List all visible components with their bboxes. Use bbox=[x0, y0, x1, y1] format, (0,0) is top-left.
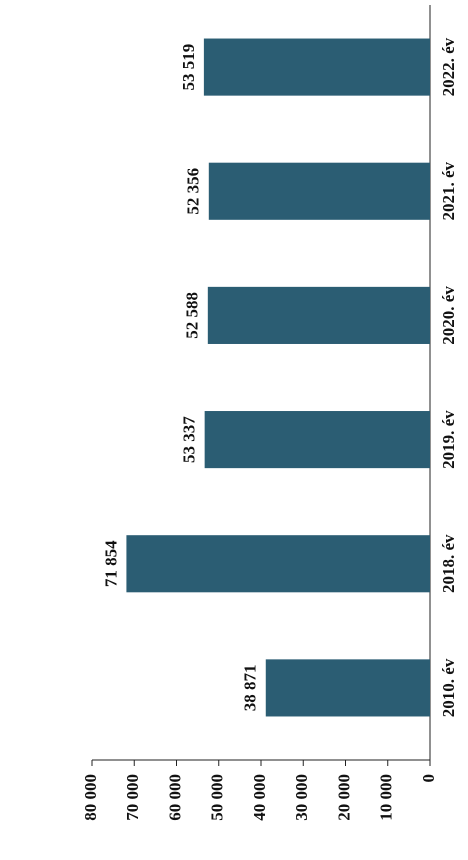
data-label: 53 337 bbox=[180, 416, 199, 463]
bar bbox=[203, 38, 430, 96]
y-tick-label: 60 000 bbox=[165, 774, 184, 821]
bar bbox=[126, 535, 431, 593]
bar bbox=[208, 162, 430, 220]
y-tick-label: 40 000 bbox=[250, 774, 269, 821]
x-tick-label: 2019. év bbox=[439, 410, 458, 469]
x-tick-label: 2018. év bbox=[439, 534, 458, 593]
y-tick-label: 10 000 bbox=[377, 774, 396, 821]
rotated-chart: 0 10 000 20 000 30 000 40 000 50 000 60 000 70 … bbox=[81, 5, 458, 821]
bar bbox=[265, 659, 430, 717]
y-tick-label: 70 000 bbox=[123, 774, 142, 821]
y-tick-label: 20 000 bbox=[334, 774, 353, 821]
x-tick-label: 2010. év bbox=[439, 658, 458, 717]
data-label: 52 588 bbox=[183, 292, 202, 339]
data-label: 71 854 bbox=[101, 540, 120, 587]
y-tick-label: 80 000 bbox=[81, 774, 100, 821]
bar bbox=[204, 411, 430, 469]
bar bbox=[207, 286, 430, 344]
y-tick-label: 50 000 bbox=[208, 774, 227, 821]
y-tick-label: 0 bbox=[419, 774, 438, 783]
y-tick-label: 30 000 bbox=[292, 774, 311, 821]
data-label: 53 519 bbox=[179, 44, 198, 91]
x-tick-label: 2022. év bbox=[439, 37, 458, 96]
data-label: 38 871 bbox=[241, 665, 260, 712]
x-tick-label: 2021. év bbox=[439, 161, 458, 220]
data-label: 52 356 bbox=[184, 168, 203, 215]
x-tick-label: 2020. év bbox=[439, 286, 458, 345]
